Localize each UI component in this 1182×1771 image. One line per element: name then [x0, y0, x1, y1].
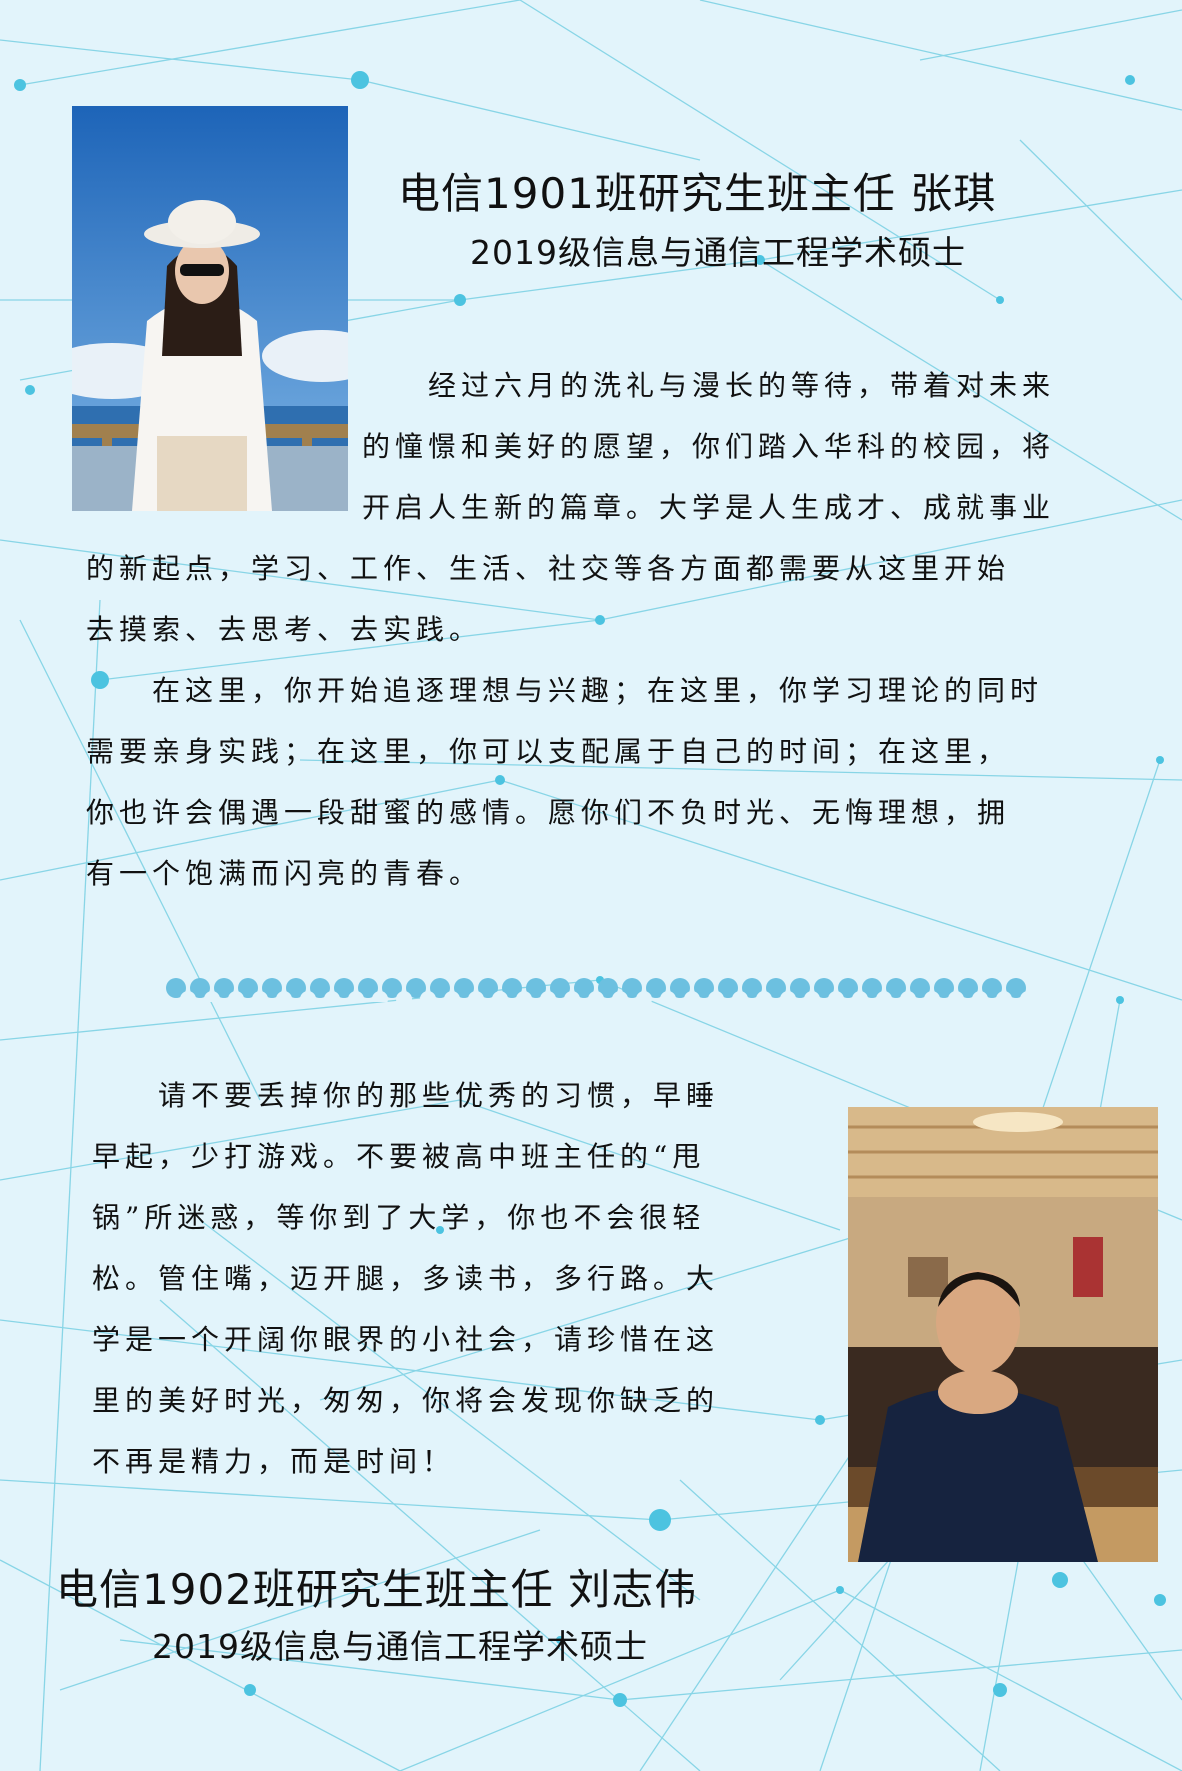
section1-subtitle: 2019级信息与通信工程学术硕士	[470, 233, 966, 272]
portrait-photo-zhangqi	[72, 106, 348, 511]
section2-title: 电信1902班研究生班主任 刘志伟	[56, 1565, 698, 1614]
dotted-divider	[166, 978, 1026, 1002]
text-line: 开启人生新的篇章。大学是人生成才、成就事业	[362, 491, 1056, 524]
text-line: 在这里，你开始追逐理想与兴趣；在这里，你学习理论的同时	[86, 674, 1044, 707]
section1-title: 电信1901班研究生班主任 张琪	[398, 169, 997, 218]
text-line: 的新起点，学习、工作、生活、社交等各方面都需要从这里开始	[86, 552, 1011, 585]
text-line: 请不要丢掉你的那些优秀的习惯，早睡	[92, 1079, 720, 1112]
section2-subtitle: 2019级信息与通信工程学术硕士	[152, 1627, 648, 1666]
text-line: 去摸索、去思考、去实践。	[86, 613, 483, 646]
text-line: 经过六月的洗礼与漫长的等待，带着对未来	[362, 369, 1056, 402]
text-line: 不再是精力，而是时间！	[92, 1445, 456, 1478]
text-line: 锅”所迷惑，等你到了大学，你也不会很轻	[92, 1201, 706, 1234]
text-line: 早起，少打游戏。不要被高中班主任的“甩	[92, 1140, 706, 1173]
text-line: 有一个饱满而闪亮的青春。	[86, 857, 483, 890]
text-line: 松。管住嘴，迈开腿，多读书，多行路。大	[92, 1262, 720, 1295]
text-line: 学是一个开阔你眼界的小社会，请珍惜在这	[92, 1323, 720, 1356]
text-line: 你也许会偶遇一段甜蜜的感情。愿你们不负时光、无悔理想，拥	[86, 796, 1011, 829]
section2-paragraph: 请不要丢掉你的那些优秀的习惯，早睡 早起，少打游戏。不要被高中班主任的“甩 锅”…	[92, 1065, 832, 1492]
text-line: 的憧憬和美好的愿望，你们踏入华科的校园，将	[362, 430, 1056, 463]
portrait-photo-liuzhiwei	[848, 1107, 1158, 1562]
section1-paragraph: 经过六月的洗礼与漫长的等待，带着对未来 的憧憬和美好的愿望，你们踏入华科的校园，…	[86, 355, 1126, 904]
text-line: 需要亲身实践；在这里，你可以支配属于自己的时间；在这里，	[86, 735, 1011, 768]
text-line: 里的美好时光，匆匆，你将会发现你缺乏的	[92, 1384, 720, 1417]
